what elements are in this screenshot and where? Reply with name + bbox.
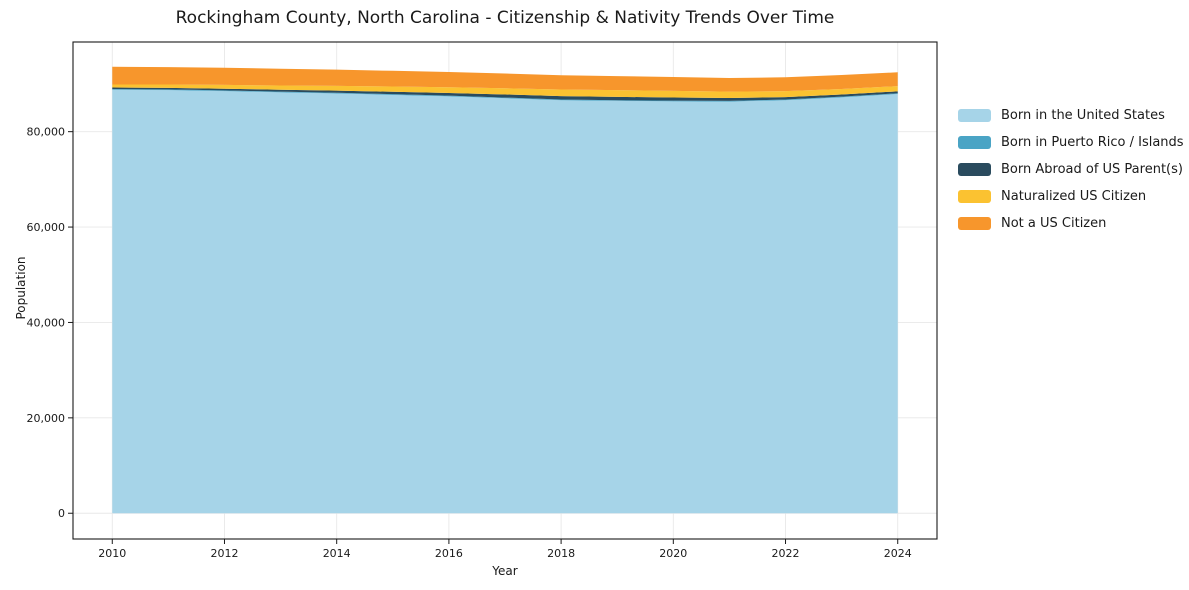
x-tick-label: 2016	[435, 547, 463, 560]
legend-label: Not a US Citizen	[1001, 216, 1107, 231]
legend-item-naturalized-us-citizen: Naturalized US Citizen	[958, 183, 1184, 210]
legend-label: Born in Puerto Rico / Islands	[1001, 135, 1184, 150]
legend-swatch	[958, 163, 991, 176]
y-tick-label: 40,000	[27, 316, 66, 329]
plot-frame	[72, 41, 938, 540]
legend-swatch	[958, 109, 991, 122]
x-axis-label: Year	[492, 564, 518, 578]
x-tick-label: 2012	[210, 547, 238, 560]
x-tick-label: 2010	[98, 547, 126, 560]
x-tick-label: 2020	[659, 547, 687, 560]
y-tick-label: 0	[58, 507, 65, 520]
legend-item-born-in-puerto-rico-islands: Born in Puerto Rico / Islands	[958, 129, 1184, 156]
chart-title: Rockingham County, North Carolina - Citi…	[175, 8, 835, 28]
legend-label: Born Abroad of US Parent(s)	[1001, 162, 1183, 177]
y-tick-label: 20,000	[27, 412, 66, 425]
legend-item-born-in-the-united-states: Born in the United States	[958, 102, 1184, 129]
area-born-in-puerto-rico-islands	[112, 88, 898, 102]
y-axis-label: Population	[14, 256, 28, 320]
area-naturalized-us-citizen	[112, 84, 898, 99]
x-tick-label: 2022	[772, 547, 800, 560]
area-born-abroad-of-us-parent-s	[112, 87, 898, 101]
area-not-a-us-citizen	[112, 66, 898, 92]
legend-swatch	[958, 217, 991, 230]
legend-item-not-a-us-citizen: Not a US Citizen	[958, 210, 1184, 237]
legend-label: Born in the United States	[1001, 108, 1165, 123]
x-tick-label: 2014	[323, 547, 351, 560]
legend-item-born-abroad-of-us-parent-s: Born Abroad of US Parent(s)	[958, 156, 1184, 183]
x-tick-label: 2018	[547, 547, 575, 560]
y-tick-label: 80,000	[27, 126, 66, 139]
y-tick-label: 60,000	[27, 221, 66, 234]
x-tick-label: 2024	[884, 547, 912, 560]
legend-swatch	[958, 190, 991, 203]
area-born-in-the-united-states	[112, 89, 898, 514]
legend-swatch	[958, 136, 991, 149]
legend-label: Naturalized US Citizen	[1001, 189, 1147, 204]
legend: Born in the United States Born in Puerto …	[958, 102, 1184, 237]
